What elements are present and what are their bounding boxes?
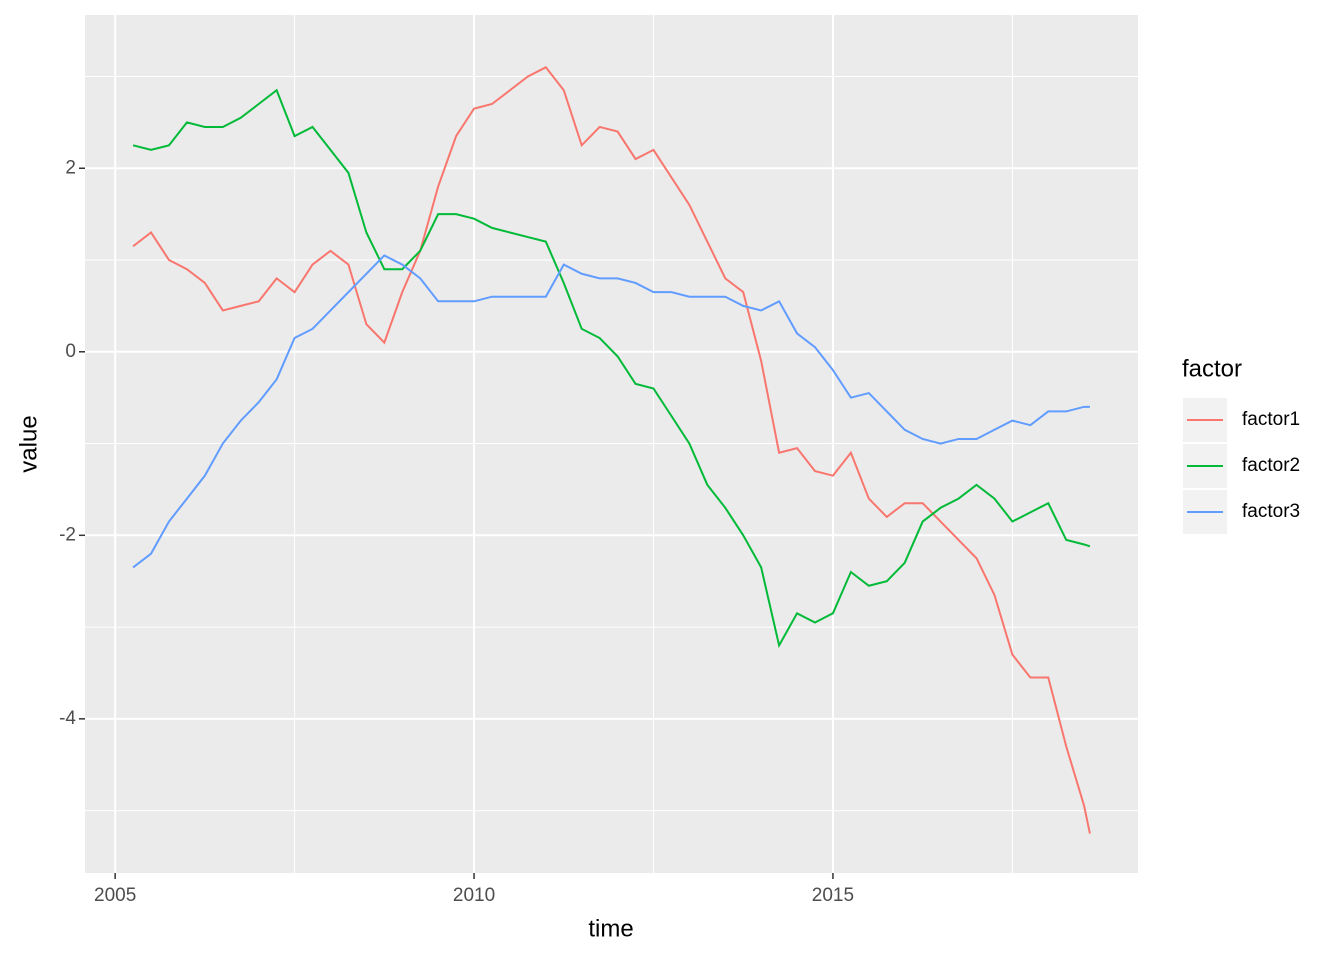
x-tick-label: 2005 xyxy=(94,885,136,906)
legend-label: factor3 xyxy=(1242,501,1300,522)
series-line xyxy=(132,66,1091,834)
x-tick-label: 2015 xyxy=(812,885,854,906)
y-axis-title: value xyxy=(15,415,42,472)
series-line xyxy=(132,254,1090,569)
x-axis-title: time xyxy=(588,915,633,942)
legend-title: factor xyxy=(1182,355,1242,382)
series-line xyxy=(132,88,1091,649)
legend-label: factor1 xyxy=(1242,409,1300,430)
x-tick-label: 2010 xyxy=(453,885,495,906)
y-tick-label: -4 xyxy=(59,708,76,729)
y-tick-label: 0 xyxy=(65,341,76,362)
y-tick-label: 2 xyxy=(65,157,76,178)
y-tick-label: -2 xyxy=(59,524,76,545)
legend-label: factor2 xyxy=(1242,455,1300,476)
